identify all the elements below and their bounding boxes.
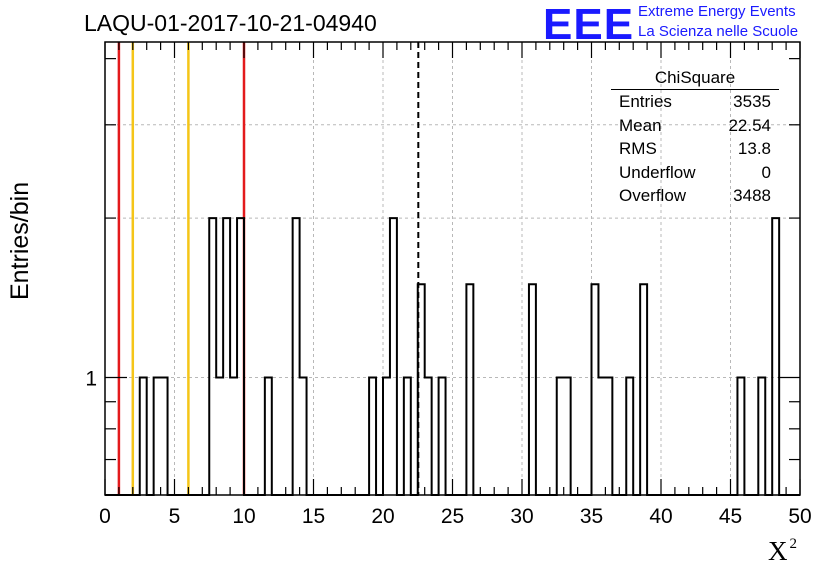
x-tick-label: 25 [441,505,464,528]
stats-label: Overflow [619,186,687,205]
x-tick-label: 45 [719,505,742,528]
stats-row: Underflow 0 [611,161,779,185]
stats-box: ChiSquare Entries 3535 Mean 22.54 RMS 13.8 Und… [611,68,779,208]
y-tick-label: 1 [85,368,97,391]
y-axis-ticks: 1 [85,58,800,496]
stats-value: 3535 [733,92,771,111]
stats-row: RMS 13.8 [611,137,779,161]
x-tick-label: 35 [580,505,603,528]
stats-value: 0 [761,162,771,182]
stats-label: RMS [619,139,657,158]
stats-title: ChiSquare [611,68,779,90]
eee-logo: EEE [543,0,635,49]
x-axis-label-sup: 2 [789,536,798,552]
x-axis-label-base: X [768,536,788,566]
x-tick-label: 15 [302,505,325,528]
y-axis-label: Entries/bin [6,181,34,300]
chart-title: LAQU-01-2017-10-21-04940 [84,10,377,36]
logo-line-2: La Scienza nelle Scuole [638,23,799,40]
x-axis-ticks: 0 5 10 15 20 25 30 35 40 45 50 [99,42,812,528]
x-tick-label: 30 [510,505,533,528]
x-tick-label: 50 [788,505,811,528]
stats-row: Mean 22.54 [611,114,779,138]
stats-rows: Entries 3535 Mean 22.54 RMS 13.8 Underflow 0 Ove… [611,90,779,208]
reference-lines [117,42,420,495]
x-tick-label: 40 [649,505,672,528]
stats-value: 3488 [733,186,771,205]
x-tick-label: 10 [232,505,255,528]
x-tick-label: 0 [99,505,111,528]
logo-line-1: Extreme Energy Events [638,3,796,20]
stats-label: Mean [619,115,662,135]
stats-row: Entries 3535 [611,90,779,114]
stats-value: 13.8 [737,139,771,158]
x-tick-label: 5 [169,505,181,528]
x-tick-label: 20 [371,505,394,528]
stats-row: Overflow 3488 [611,184,779,208]
stats-value: 22.54 [728,115,771,135]
stats-label: Underflow [619,162,696,182]
stats-label: Entries [619,92,672,111]
